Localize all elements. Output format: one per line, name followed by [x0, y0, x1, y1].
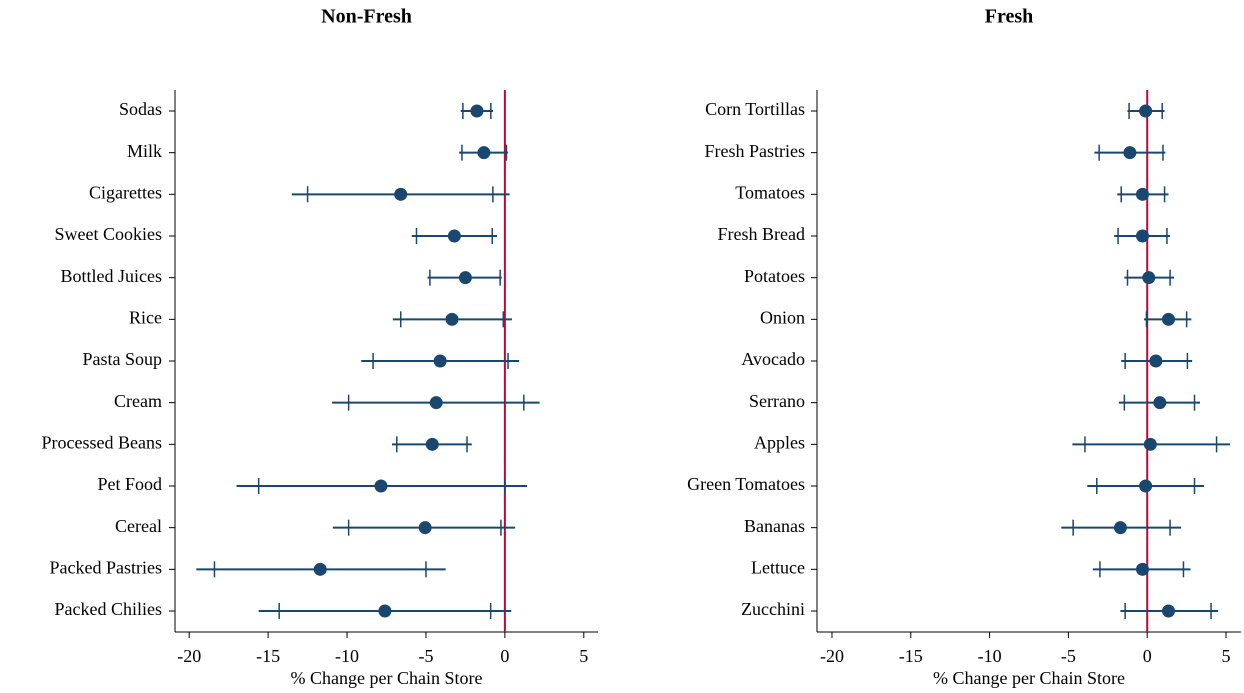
point-estimate [1135, 229, 1149, 243]
x-tick-label: -20 [177, 646, 201, 666]
y-tick-label: Milk [127, 141, 162, 161]
y-tick-label: Avocado [741, 349, 805, 369]
y-tick-label: Onion [760, 307, 805, 327]
point-estimate [313, 562, 327, 576]
x-tick-label: 0 [1143, 646, 1152, 666]
point-estimate [1149, 354, 1163, 368]
point-estimate [445, 312, 459, 326]
point-estimate [433, 354, 447, 368]
x-tick-label: 5 [579, 646, 588, 666]
point-estimate [1153, 396, 1167, 410]
point-estimate [1123, 146, 1137, 160]
y-tick-label: Cream [114, 391, 162, 411]
x-tick-label: 0 [500, 646, 509, 666]
x-tick-label: -5 [1061, 646, 1076, 666]
y-tick-label: Fresh Pastries [705, 141, 806, 161]
y-tick-label: Packed Pastries [50, 557, 162, 577]
y-tick-label: Pet Food [97, 474, 162, 494]
point-estimate [447, 229, 461, 243]
point-estimate [1143, 437, 1157, 451]
point-estimate [374, 479, 388, 493]
y-tick-label: Fresh Bread [718, 224, 805, 244]
y-tick-label: Sodas [119, 99, 162, 119]
x-tick-label: -5 [418, 646, 433, 666]
y-tick-label: Potatoes [744, 266, 805, 286]
point-estimate [477, 146, 491, 160]
chart-title: Fresh [985, 6, 1034, 28]
point-estimate [378, 604, 392, 618]
point-estimate [458, 271, 472, 285]
point-estimate [1139, 104, 1153, 118]
y-tick-label: Bottled Juices [61, 266, 163, 286]
y-tick-label: Tomatoes [735, 182, 805, 202]
y-tick-label: Processed Beans [42, 432, 162, 452]
y-tick-label: Packed Chilies [55, 599, 162, 619]
point-estimate [470, 104, 484, 118]
point-estimate [1139, 479, 1153, 493]
y-tick-label: Pasta Soup [82, 349, 162, 369]
y-tick-label: Green Tomatoes [687, 474, 805, 494]
y-tick-label: Corn Tortillas [705, 99, 805, 119]
y-tick-label: Zucchini [741, 599, 805, 619]
point-estimate [394, 187, 408, 201]
point-estimate [1161, 604, 1175, 618]
x-tick-label: -15 [899, 646, 923, 666]
x-tick-label: -10 [335, 646, 359, 666]
point-estimate [1161, 312, 1175, 326]
y-tick-label: Sweet Cookies [55, 224, 163, 244]
point-estimate [1142, 271, 1156, 285]
y-tick-label: Serrano [749, 391, 805, 411]
point-estimate [1113, 521, 1127, 535]
y-tick-label: Apples [754, 432, 805, 452]
point-estimate [425, 437, 439, 451]
y-tick-label: Cigarettes [89, 182, 162, 202]
x-tick-label: -15 [256, 646, 280, 666]
x-tick-label: -10 [978, 646, 1002, 666]
y-tick-label: Cereal [115, 516, 162, 536]
x-tick-label: 5 [1222, 646, 1231, 666]
point-estimate [418, 521, 432, 535]
y-tick-label: Rice [129, 307, 162, 327]
x-axis-label: % Change per Chain Store [291, 668, 483, 688]
y-tick-label: Lettuce [751, 557, 805, 577]
x-tick-label: -20 [820, 646, 844, 666]
x-axis-label: % Change per Chain Store [933, 668, 1125, 688]
point-estimate [429, 396, 443, 410]
point-estimate [1135, 562, 1149, 576]
point-estimate [1135, 187, 1149, 201]
y-tick-label: Bananas [744, 516, 805, 536]
chart-title: Non-Fresh [321, 6, 412, 28]
